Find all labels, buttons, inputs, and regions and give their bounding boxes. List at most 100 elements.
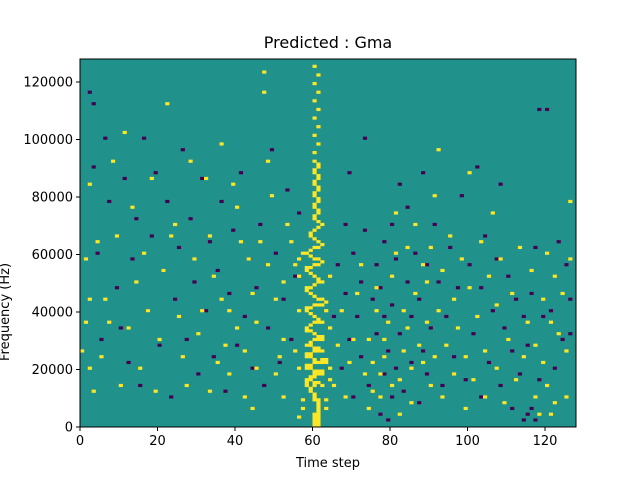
heatmap-cell-high — [312, 237, 317, 241]
heatmap-cell-high — [479, 240, 484, 244]
heatmap-cell-high — [250, 406, 255, 411]
heatmap-cell-low — [281, 297, 286, 301]
heatmap-cell-low — [448, 245, 453, 250]
heatmap-cell-high — [304, 352, 309, 356]
heatmap-cell-high — [316, 317, 321, 321]
heatmap-cell-high — [312, 383, 317, 388]
heatmap-cell-high — [308, 312, 313, 316]
heatmap-cell-high — [176, 314, 182, 319]
heatmap-cell-high — [204, 176, 209, 181]
heatmap-cell-high — [297, 257, 302, 261]
heatmap-cell-low — [417, 401, 422, 405]
heatmap-cell-low — [525, 343, 530, 347]
heatmap-cell-high — [304, 378, 309, 382]
chart-title: Predicted : Gma — [264, 33, 392, 52]
heatmap-cell-high — [316, 185, 321, 189]
heatmap-cell-high — [409, 401, 414, 405]
heatmap-cell-low — [529, 406, 534, 411]
heatmap-cell-low — [374, 263, 379, 267]
heatmap-cell-low — [545, 107, 550, 112]
heatmap-cell-high — [308, 231, 313, 235]
heatmap-cell-high — [304, 363, 309, 367]
heatmap-cell-high — [304, 268, 309, 273]
heatmap-cell-high — [328, 326, 333, 330]
heatmap-cell-high — [308, 352, 313, 356]
heatmap-cell-high — [242, 349, 247, 353]
heatmap-cell-high — [436, 309, 441, 313]
heatmap-cell-high — [467, 171, 472, 175]
x-tick-label: 120 — [533, 434, 558, 449]
heatmap-cell-high — [316, 211, 321, 215]
heatmap-cell-high — [362, 372, 368, 376]
heatmap-cell-high — [316, 125, 321, 129]
heatmap-cell-low — [537, 378, 542, 382]
heatmap-cell-high — [401, 349, 406, 353]
heatmap-cell-high — [297, 274, 302, 278]
heatmap-cell-high — [312, 372, 317, 376]
heatmap-cell-high — [235, 326, 240, 330]
heatmap-cell-high — [316, 199, 321, 204]
heatmap-cell-high — [316, 162, 321, 166]
heatmap-cell-high — [304, 251, 309, 255]
heatmap-cell-low — [490, 309, 495, 313]
heatmap-cell-high — [312, 421, 317, 425]
heatmap-cell-low — [180, 148, 185, 152]
heatmap-cell-low — [510, 406, 515, 411]
heatmap-cell-high — [498, 257, 503, 261]
heatmap-cell-high — [312, 346, 317, 350]
heatmap-cell-high — [316, 208, 321, 212]
heatmap-cell-low — [254, 286, 259, 290]
heatmap-cell-high — [568, 199, 573, 204]
heatmap-cell-high — [304, 266, 309, 270]
heatmap-cell-high — [556, 332, 561, 336]
heatmap-cell-high — [80, 349, 85, 353]
heatmap-cell-high — [552, 274, 557, 278]
heatmap-cell-high — [316, 404, 321, 408]
heatmap-cell-high — [463, 406, 468, 411]
heatmap-cell-low — [269, 148, 275, 152]
heatmap-cell-high — [312, 171, 317, 175]
heatmap-cell-high — [390, 383, 395, 388]
heatmap-cell-high — [312, 151, 317, 155]
heatmap-cell-high — [370, 360, 375, 365]
heatmap-cell-low — [421, 349, 426, 353]
x-tick-label: 20 — [149, 434, 166, 449]
heatmap-cell-low — [138, 383, 143, 388]
heatmap-cell-high — [324, 398, 329, 402]
heatmap-cell-high — [409, 366, 414, 370]
x-axis: 0 20 40 60 80 100 120 — [76, 427, 558, 449]
heatmap-cell-high — [316, 142, 321, 146]
heatmap-cell-high — [378, 372, 383, 376]
heatmap-cell-high — [316, 240, 321, 244]
heatmap-background — [80, 59, 576, 427]
heatmap-cell-high — [366, 406, 371, 411]
heatmap-cell-low — [134, 217, 139, 221]
heatmap-cell-high — [328, 366, 333, 370]
heatmap-cell-low — [463, 378, 468, 382]
heatmap-cell-high — [312, 182, 317, 186]
heatmap-cell-high — [219, 142, 224, 146]
heatmap-cell-high — [316, 415, 321, 419]
heatmap-cell-low — [378, 286, 383, 290]
heatmap-cell-low — [242, 314, 247, 319]
heatmap-cell-high — [312, 64, 317, 68]
heatmap-cell-high — [320, 297, 325, 301]
heatmap-cell-high — [312, 349, 317, 353]
heatmap-cell-high — [428, 383, 433, 388]
heatmap-cell-low — [130, 257, 135, 261]
heatmap-cell-low — [122, 176, 127, 181]
heatmap-cell-high — [320, 260, 325, 264]
heatmap-cell-high — [304, 286, 309, 290]
heatmap-cell-low — [417, 297, 422, 301]
heatmap-cell-high — [308, 386, 313, 390]
heatmap-cell-high — [316, 412, 321, 416]
heatmap-cell-high — [145, 309, 151, 313]
heatmap-cell-low — [382, 240, 387, 244]
heatmap-cell-high — [308, 366, 313, 370]
heatmap-cell-high — [432, 194, 437, 198]
heatmap-cell-high — [297, 366, 302, 370]
heatmap-cell-low — [409, 360, 414, 365]
heatmap-cell-high — [471, 378, 476, 382]
heatmap-cell-high — [324, 406, 329, 411]
heatmap-cell-high — [517, 245, 523, 250]
